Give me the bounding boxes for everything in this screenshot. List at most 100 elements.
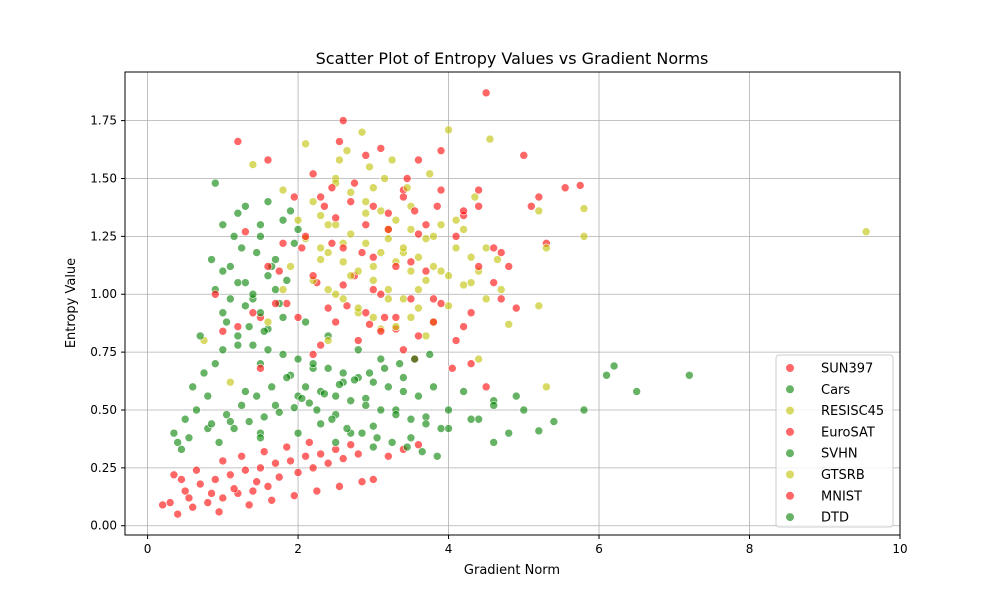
point-dtd — [274, 408, 284, 417]
point-eurosat — [335, 482, 344, 491]
point-svhn — [399, 387, 408, 396]
point-svhn — [323, 364, 333, 373]
point-mnist — [436, 185, 446, 195]
y-tick-label: 0.50 — [90, 403, 117, 417]
point-cars — [278, 313, 288, 322]
point-resisc45 — [357, 127, 367, 137]
point-svhn — [256, 308, 265, 318]
point-dtd — [192, 405, 201, 415]
point-gtsrb — [346, 229, 356, 239]
point-resisc45 — [425, 169, 435, 179]
point-eurosat — [229, 484, 239, 494]
point-eurosat — [286, 456, 295, 466]
point-gtsrb — [323, 248, 333, 257]
point-resisc45 — [278, 185, 288, 195]
point-dtd — [195, 331, 205, 341]
point-eurosat — [203, 498, 213, 507]
point-resisc45 — [361, 208, 371, 218]
point-eurosat — [218, 493, 228, 503]
point-dtd — [335, 380, 344, 389]
legend-label: GTSRB — [821, 468, 865, 483]
point-cars — [241, 387, 250, 396]
point-eurosat — [267, 495, 277, 505]
point-resisc45 — [323, 336, 333, 345]
point-eurosat — [226, 470, 235, 480]
legend-label: MNIST — [821, 489, 862, 504]
point-cars — [173, 438, 182, 447]
point-mnist — [323, 303, 333, 313]
point-resisc45 — [579, 232, 589, 241]
point-resisc45 — [534, 301, 544, 311]
point-mnist — [278, 239, 288, 248]
point-sun397 — [365, 320, 374, 329]
point-eurosat — [308, 463, 318, 473]
legend-marker — [786, 364, 794, 372]
point-svhn — [237, 243, 246, 253]
point-resisc45 — [414, 285, 423, 294]
point-cars — [218, 308, 228, 318]
point-gtsrb — [451, 243, 461, 253]
point-mnist — [369, 252, 378, 262]
point-sun397 — [575, 181, 585, 190]
point-mnist — [263, 262, 273, 271]
point-eurosat — [158, 500, 167, 510]
point-cars — [549, 417, 559, 426]
point-resisc45 — [542, 382, 551, 392]
point-sun397 — [233, 137, 243, 146]
point-dtd — [369, 442, 378, 452]
point-mnist — [474, 201, 483, 211]
point-resisc45 — [421, 331, 431, 341]
point-resisc45 — [323, 220, 333, 230]
point-eurosat — [214, 507, 224, 517]
point-dtd — [229, 424, 239, 433]
point-eurosat — [282, 442, 292, 452]
point-svhn — [248, 289, 258, 299]
point-resisc45 — [342, 146, 352, 156]
point-dtd — [207, 419, 216, 429]
legend-marker — [786, 470, 794, 479]
point-dtd — [372, 433, 382, 443]
point-eurosat — [180, 486, 190, 496]
point-dtd — [218, 345, 228, 355]
point-eurosat — [210, 475, 220, 484]
point-svhn — [293, 225, 303, 234]
point-gtsrb — [466, 252, 476, 262]
point-dtd — [489, 401, 498, 410]
point-sun397 — [327, 239, 337, 248]
point-gtsrb — [384, 234, 393, 243]
point-sun397 — [297, 243, 307, 253]
point-gtsrb — [286, 262, 295, 271]
point-resisc45 — [308, 197, 318, 206]
point-gtsrb — [384, 285, 393, 294]
point-cars — [353, 345, 363, 355]
point-mnist — [414, 331, 423, 341]
point-eurosat — [357, 477, 367, 487]
point-resisc45 — [301, 139, 310, 149]
point-mnist — [293, 313, 303, 322]
legend-label: DTD — [821, 511, 849, 526]
legend-label: Cars — [821, 383, 850, 398]
point-sun397 — [320, 201, 329, 211]
point-svhn — [406, 414, 416, 424]
x-tick-label: 6 — [595, 542, 603, 556]
point-gtsrb — [399, 294, 408, 304]
data-points — [158, 88, 871, 519]
point-mnist — [233, 322, 243, 331]
point-gtsrb — [376, 248, 386, 257]
point-svhn — [391, 410, 401, 419]
point-sun397 — [357, 248, 367, 257]
x-axis-title: Gradient Norm — [464, 563, 560, 578]
point-mnist — [271, 299, 280, 308]
point-cars — [210, 178, 220, 188]
point-svhn — [376, 405, 386, 415]
point-eurosat — [312, 486, 322, 496]
point-svhn — [369, 377, 378, 387]
point-svhn — [278, 215, 288, 225]
point-cars — [301, 317, 310, 327]
point-eurosat — [192, 465, 201, 475]
point-gtsrb — [353, 303, 363, 313]
point-dtd — [244, 417, 254, 426]
point-mnist — [327, 183, 337, 193]
point-eurosat — [177, 475, 186, 484]
